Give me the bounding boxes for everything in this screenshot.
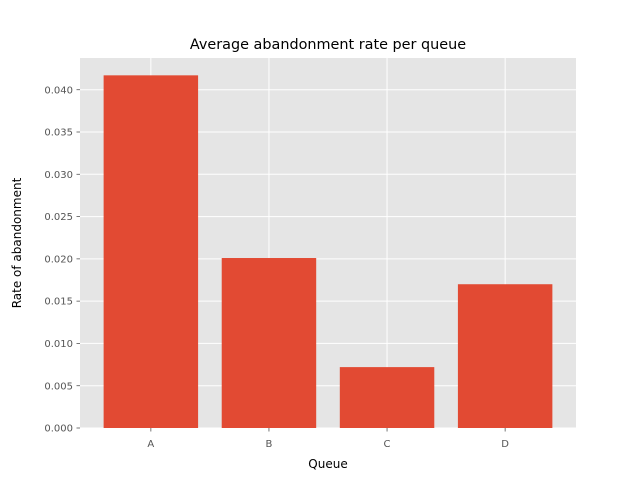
x-axis-label: Queue xyxy=(308,457,347,471)
chart-title: Average abandonment rate per queue xyxy=(190,37,466,53)
x-tick-label-c: C xyxy=(384,439,391,450)
y-tick-label: 0.015 xyxy=(44,297,73,308)
y-tick-label: 0.030 xyxy=(44,170,73,181)
y-tick-label: 0.035 xyxy=(44,128,73,139)
x-tick-label-a: A xyxy=(147,439,154,450)
y-tick-label: 0.000 xyxy=(44,424,73,435)
x-tick-label-d: D xyxy=(501,439,509,450)
y-tick-label: 0.005 xyxy=(44,381,73,392)
y-tick-label: 0.020 xyxy=(44,254,73,265)
x-tick-label-b: B xyxy=(266,439,273,450)
bar-a xyxy=(103,75,199,428)
bar-b xyxy=(221,258,317,428)
y-tick-label: 0.025 xyxy=(44,212,73,223)
bars xyxy=(103,75,553,428)
x-axis-ticks: A B C D xyxy=(147,428,509,450)
y-axis-label: Rate of abandonment xyxy=(10,177,24,308)
bar-c xyxy=(339,367,435,428)
bar-d xyxy=(457,284,553,428)
y-tick-label: 0.010 xyxy=(44,339,73,350)
y-tick-label: 0.040 xyxy=(44,85,73,96)
y-axis-ticks: 0.000 0.005 0.010 0.015 0.020 0.025 0.030 0.035… xyxy=(44,85,80,435)
